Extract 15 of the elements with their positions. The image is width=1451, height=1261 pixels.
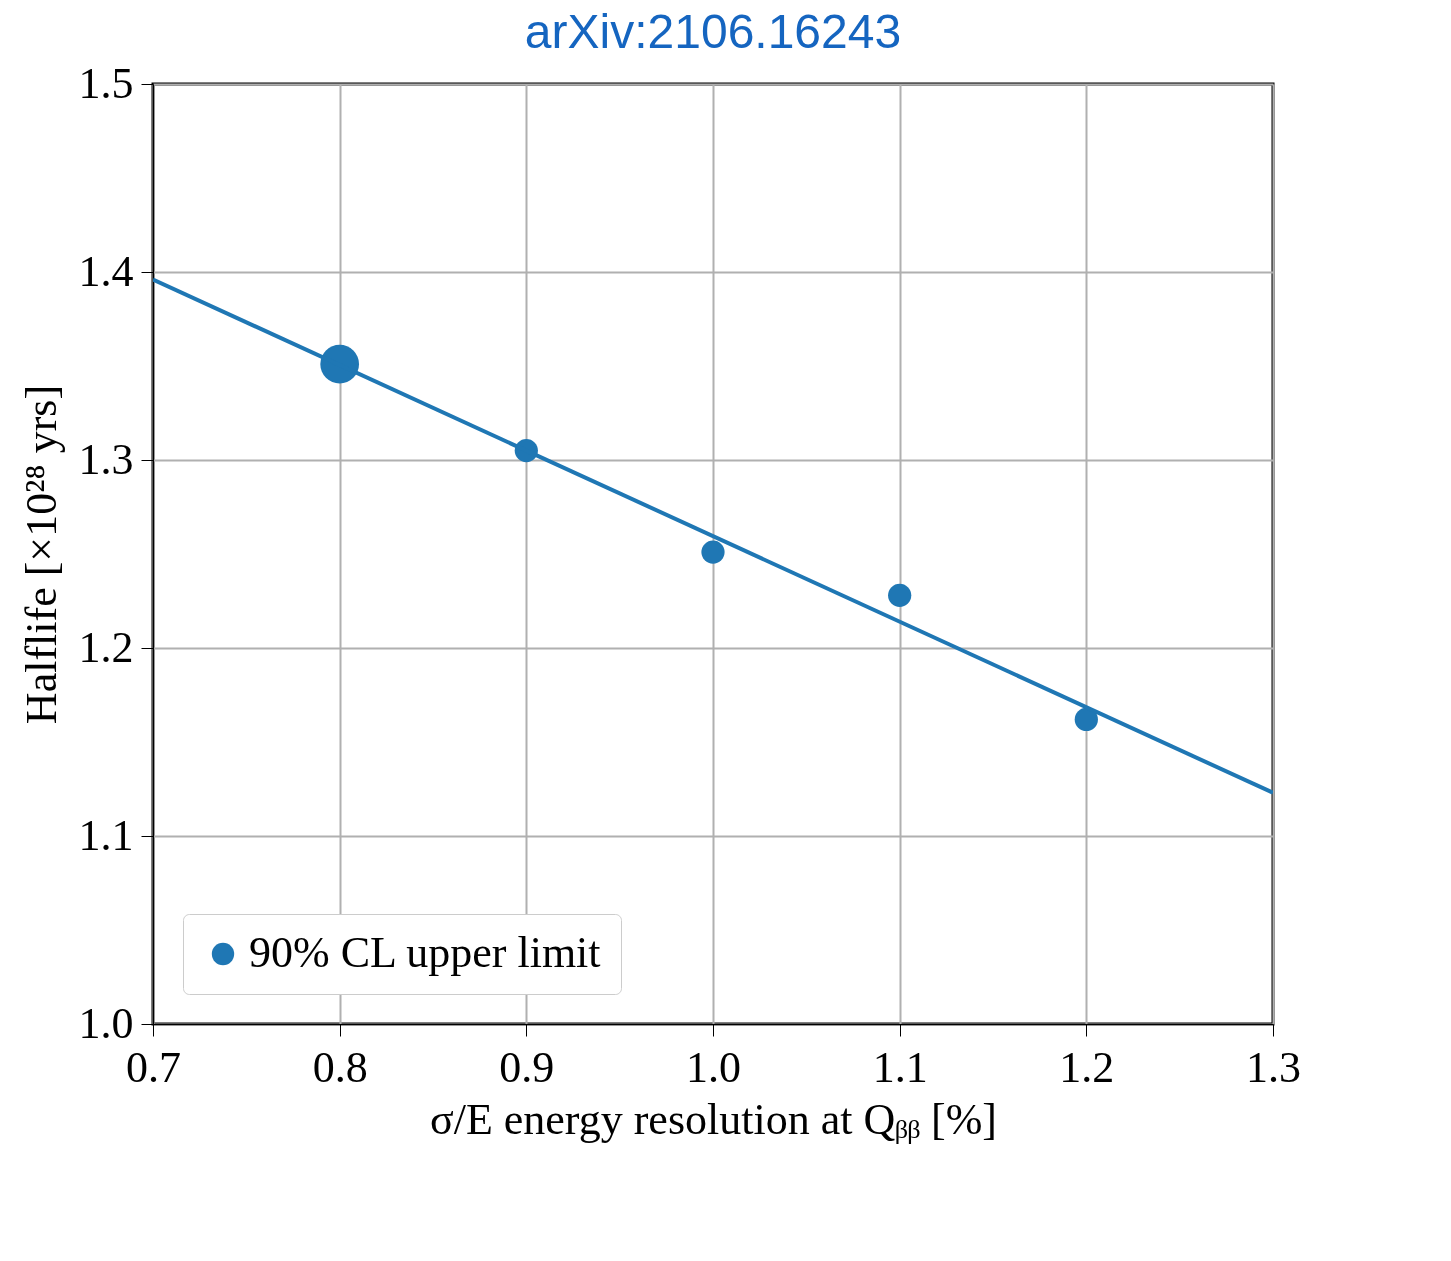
x-tick-label: 0.8	[312, 1042, 368, 1092]
y-axis-title: Halflife [×10²⁸ yrs]	[16, 384, 66, 725]
x-tick-label: 0.9	[499, 1042, 555, 1092]
x-tick-label: 1.0	[686, 1042, 741, 1092]
chart-title: arXiv:2106.16243	[524, 5, 902, 58]
x-tick-label: 1.1	[872, 1042, 928, 1092]
y-tick-label: 1.3	[78, 434, 134, 484]
x-tick-label: 1.3	[1246, 1042, 1301, 1092]
y-tick-label: 1.1	[78, 810, 134, 860]
x-axis-title: σ/E energy resolution at Qᵦᵦ [%]	[429, 1094, 998, 1144]
legend-label: 90% CL upper limit	[249, 928, 601, 977]
x-tick-label: 1.2	[1059, 1042, 1115, 1092]
y-tick-label: 1.4	[78, 246, 134, 296]
y-tick-label: 1.5	[78, 58, 134, 108]
y-tick-label: 1.2	[78, 622, 134, 672]
